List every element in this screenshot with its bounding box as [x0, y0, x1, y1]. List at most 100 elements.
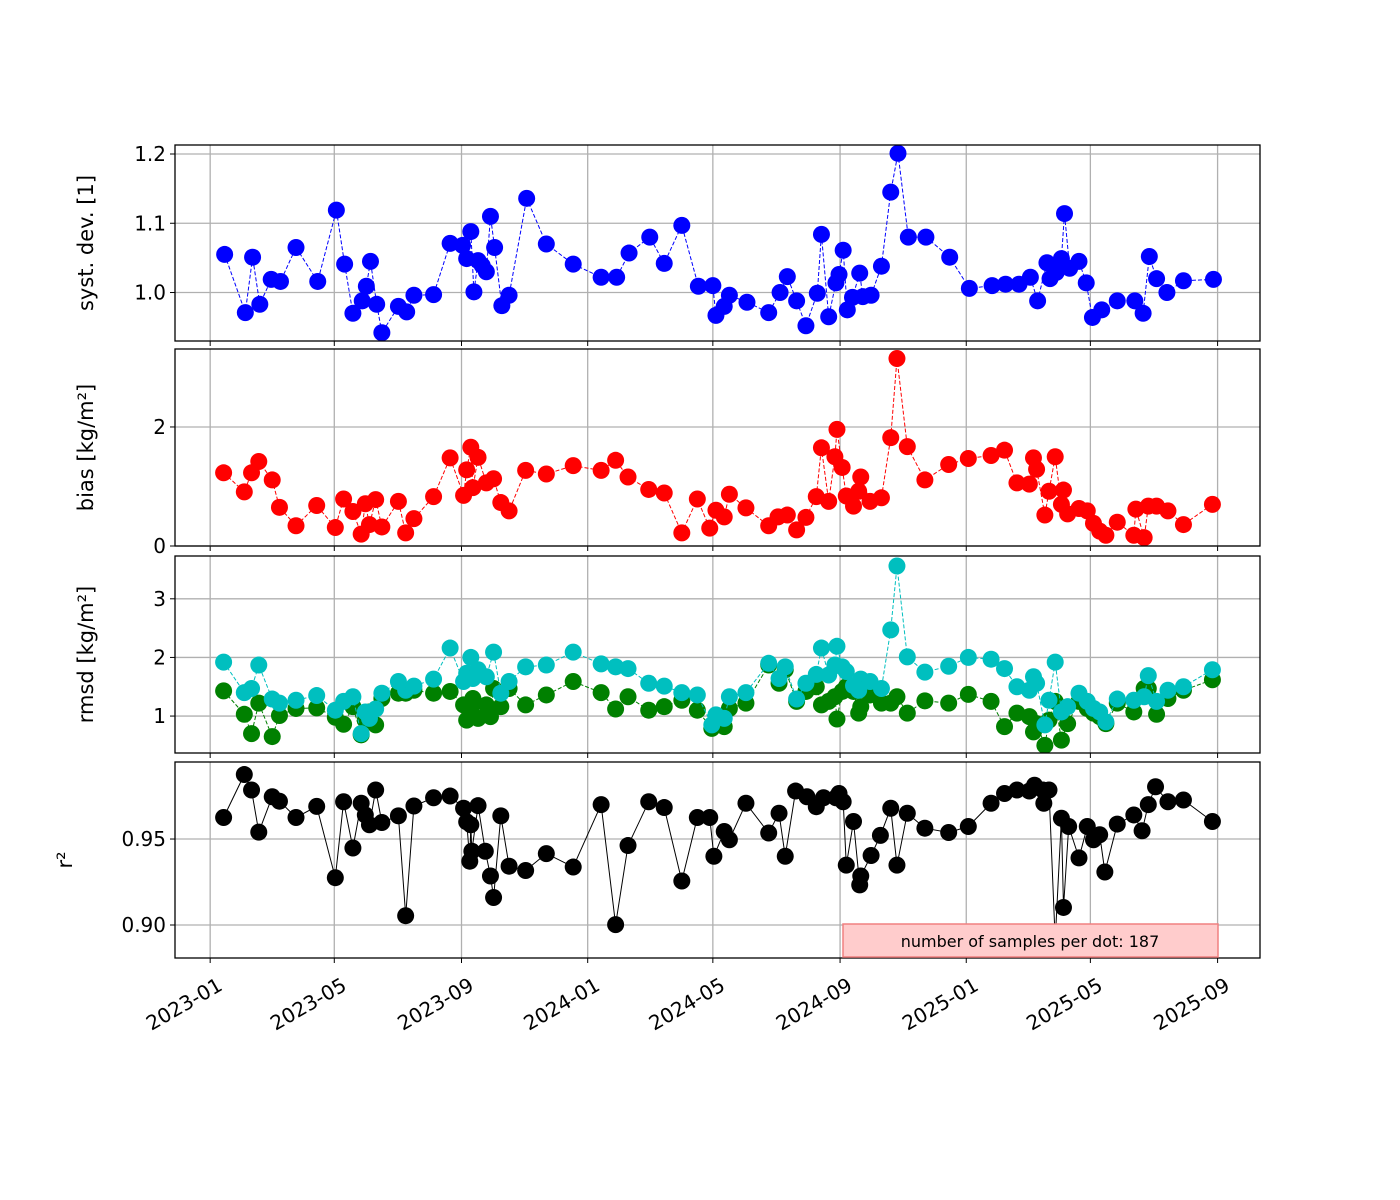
data-point	[464, 689, 482, 707]
series-line	[223, 358, 1213, 538]
data-point	[673, 524, 691, 542]
data-point	[689, 277, 707, 295]
data-point	[619, 837, 637, 855]
data-point	[1091, 826, 1109, 844]
data-point	[640, 701, 658, 719]
data-point	[720, 286, 738, 304]
data-point	[940, 455, 958, 473]
data-point	[688, 490, 706, 508]
data-point	[778, 268, 796, 286]
data-point	[367, 781, 385, 799]
data-point	[270, 706, 288, 724]
data-point	[812, 225, 830, 243]
data-point	[469, 709, 487, 727]
axes-frame	[174, 761, 1261, 959]
data-point	[270, 498, 288, 516]
data-point	[996, 441, 1014, 459]
data-point	[720, 831, 738, 849]
data-point	[872, 680, 890, 698]
data-point	[492, 698, 510, 716]
data-point	[688, 686, 706, 704]
data-point	[492, 807, 510, 825]
data-point	[607, 451, 625, 469]
data-point	[481, 207, 499, 225]
data-point	[701, 809, 719, 827]
data-point	[243, 781, 261, 799]
data-point	[1097, 526, 1115, 544]
data-point	[1020, 475, 1038, 493]
data-point	[335, 793, 353, 811]
axes-frame	[174, 555, 1261, 754]
data-point	[619, 660, 637, 678]
data-point	[1108, 513, 1126, 531]
data-point	[335, 490, 353, 508]
data-point	[959, 685, 977, 703]
data-point	[215, 809, 233, 827]
data-point	[344, 839, 362, 857]
data-point	[1054, 481, 1072, 499]
data-point	[517, 658, 535, 676]
data-point	[673, 872, 691, 890]
data-point	[916, 471, 934, 489]
data-point	[500, 286, 518, 304]
data-point	[1060, 817, 1078, 835]
data-point	[352, 725, 370, 743]
subplot-3: 1 2 3 rmsd [kg/m²]	[74, 555, 1261, 758]
annotation-background	[842, 923, 1219, 958]
data-point	[1174, 791, 1192, 809]
data-point	[592, 796, 610, 814]
data-point	[673, 216, 691, 234]
data-point	[720, 485, 738, 503]
data-point	[640, 480, 658, 498]
subplot-2: 0 2 bias [kg/m²]	[74, 348, 1261, 558]
data-point	[834, 241, 852, 259]
data-point	[481, 867, 499, 885]
data-point	[309, 272, 327, 290]
data-point	[592, 461, 610, 479]
data-point	[1158, 284, 1176, 302]
data-point	[959, 450, 977, 468]
y-tick-label: 0	[153, 534, 166, 558]
data-point	[1174, 516, 1192, 534]
subplot-1: 1.0 1.1 1.2 syst. dev. [1]	[74, 142, 1261, 346]
data-point	[250, 656, 268, 674]
data-point	[1078, 817, 1096, 835]
data-point	[485, 888, 503, 906]
data-point	[941, 248, 959, 266]
data-point	[607, 916, 625, 934]
data-point	[871, 826, 889, 844]
data-point	[788, 292, 806, 310]
data-point	[862, 286, 880, 304]
data-point	[899, 228, 917, 246]
data-point	[1035, 794, 1053, 812]
data-point	[373, 324, 391, 341]
data-point	[272, 272, 290, 290]
data-point	[1148, 270, 1166, 288]
data-point	[215, 682, 233, 700]
data-point	[982, 650, 1000, 668]
data-point	[1125, 806, 1143, 824]
data-point	[517, 461, 535, 479]
data-point	[882, 799, 900, 817]
data-point	[1054, 898, 1072, 916]
data-point	[425, 286, 443, 304]
data-point	[405, 510, 423, 528]
data-point	[373, 518, 391, 536]
data-point	[688, 701, 706, 719]
data-point	[1174, 272, 1192, 290]
data-point	[837, 663, 855, 681]
data-point	[655, 484, 673, 502]
data-point	[592, 684, 610, 702]
data-point	[655, 799, 673, 817]
data-point	[1046, 653, 1064, 671]
data-point	[940, 823, 958, 841]
data-point	[852, 468, 870, 486]
data-point	[1134, 304, 1152, 322]
data-point	[1203, 495, 1221, 513]
data-point	[308, 699, 326, 717]
data-point	[1126, 292, 1144, 310]
data-point	[405, 677, 423, 695]
data-point	[462, 648, 480, 666]
data-point	[850, 482, 868, 500]
